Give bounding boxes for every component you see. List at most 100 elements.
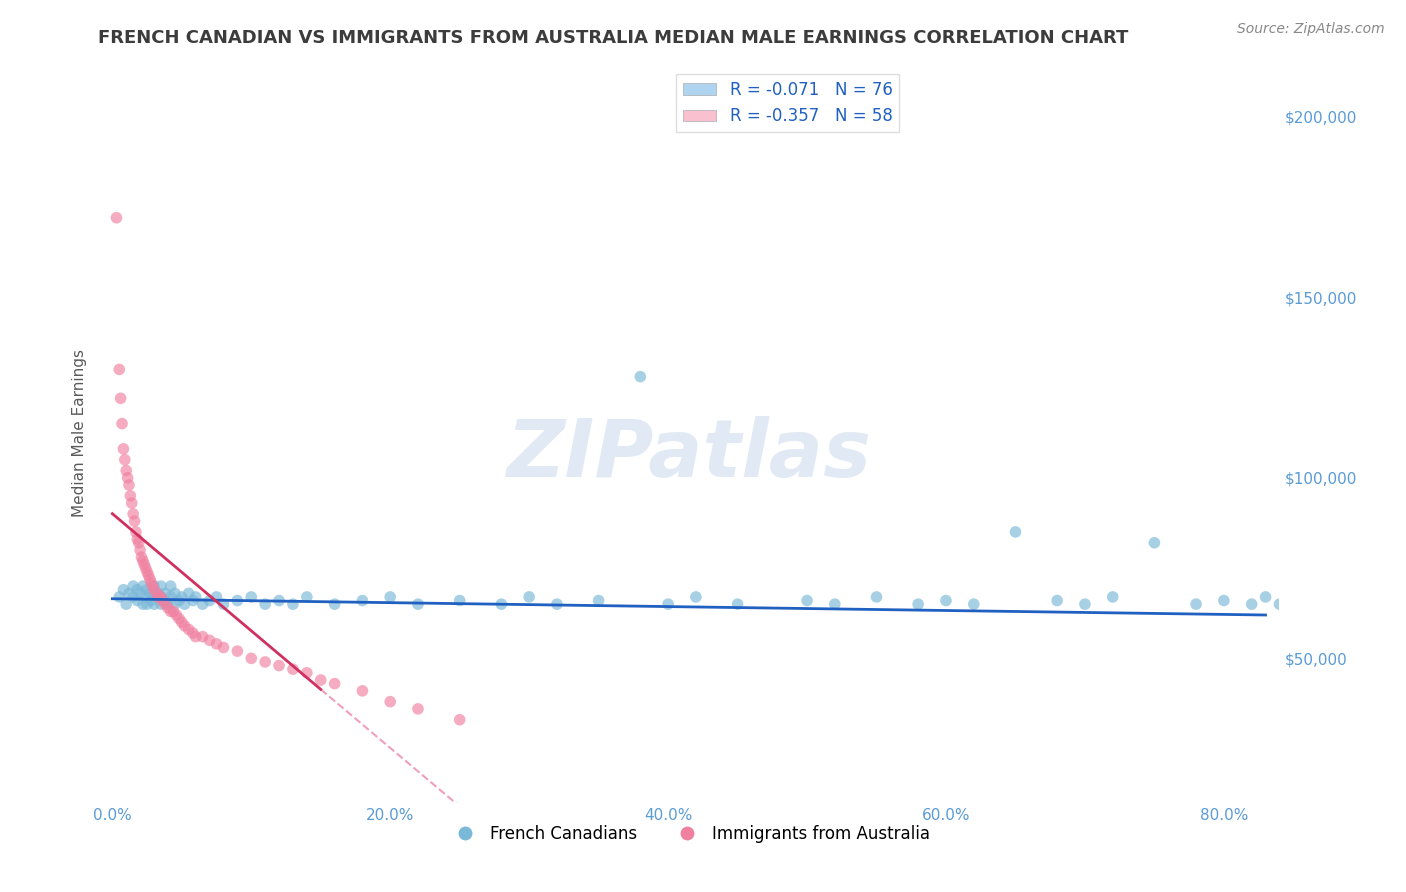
Point — [149, 590, 172, 604]
Point — [124, 514, 146, 528]
Point — [295, 590, 318, 604]
Point — [824, 597, 846, 611]
Point — [132, 597, 155, 611]
Point — [120, 489, 142, 503]
Point — [122, 590, 145, 604]
Point — [159, 604, 181, 618]
Point — [226, 644, 249, 658]
Point — [267, 593, 290, 607]
Point — [1212, 593, 1234, 607]
Point — [143, 579, 166, 593]
Point — [449, 713, 471, 727]
Point — [406, 702, 429, 716]
Point — [205, 637, 228, 651]
Point — [125, 524, 148, 539]
Point — [149, 597, 172, 611]
Point — [352, 593, 374, 607]
Point — [146, 590, 169, 604]
Point — [727, 597, 749, 611]
Point — [142, 579, 165, 593]
Point — [1074, 597, 1097, 611]
Point — [517, 590, 540, 604]
Point — [138, 568, 160, 582]
Point — [114, 452, 136, 467]
Point — [105, 211, 128, 225]
Point — [146, 586, 169, 600]
Point — [132, 579, 155, 593]
Point — [181, 593, 204, 607]
Point — [170, 590, 193, 604]
Point — [170, 615, 193, 630]
Point — [115, 597, 138, 611]
Point — [449, 593, 471, 607]
Point — [141, 575, 163, 590]
Point — [546, 597, 568, 611]
Point — [131, 550, 153, 565]
Point — [212, 640, 235, 655]
Point — [129, 543, 152, 558]
Point — [1143, 535, 1166, 549]
Point — [181, 626, 204, 640]
Point — [135, 561, 157, 575]
Point — [118, 478, 141, 492]
Point — [406, 597, 429, 611]
Point — [205, 590, 228, 604]
Point — [127, 593, 149, 607]
Point — [628, 369, 651, 384]
Point — [115, 464, 138, 478]
Point — [1240, 597, 1263, 611]
Point — [173, 619, 195, 633]
Point — [108, 590, 131, 604]
Point — [963, 597, 986, 611]
Text: FRENCH CANADIAN VS IMMIGRANTS FROM AUSTRALIA MEDIAN MALE EARNINGS CORRELATION CH: FRENCH CANADIAN VS IMMIGRANTS FROM AUSTR… — [98, 29, 1129, 47]
Point — [191, 630, 214, 644]
Point — [198, 633, 221, 648]
Point — [153, 597, 176, 611]
Point — [121, 496, 143, 510]
Point — [110, 392, 132, 406]
Point — [136, 597, 159, 611]
Point — [153, 593, 176, 607]
Point — [1185, 597, 1208, 611]
Y-axis label: Median Male Earnings: Median Male Earnings — [72, 349, 87, 516]
Point — [139, 586, 162, 600]
Point — [146, 586, 169, 600]
Point — [111, 417, 134, 431]
Point — [167, 593, 190, 607]
Point — [240, 651, 263, 665]
Text: Source: ZipAtlas.com: Source: ZipAtlas.com — [1237, 22, 1385, 37]
Point — [184, 630, 207, 644]
Point — [156, 597, 179, 611]
Point — [127, 532, 149, 546]
Point — [198, 593, 221, 607]
Point — [163, 586, 186, 600]
Point — [108, 362, 131, 376]
Point — [153, 586, 176, 600]
Point — [295, 665, 318, 680]
Point — [167, 612, 190, 626]
Point — [132, 554, 155, 568]
Point — [143, 597, 166, 611]
Point — [685, 590, 707, 604]
Point — [143, 582, 166, 597]
Point — [136, 565, 159, 579]
Point — [162, 604, 184, 618]
Point — [226, 593, 249, 607]
Point — [212, 597, 235, 611]
Point — [159, 579, 181, 593]
Point — [491, 597, 513, 611]
Point — [136, 582, 159, 597]
Point — [254, 655, 277, 669]
Point — [173, 597, 195, 611]
Point — [323, 676, 346, 690]
Point — [1101, 590, 1123, 604]
Point — [129, 586, 152, 600]
Point — [122, 507, 145, 521]
Point — [796, 593, 818, 607]
Point — [323, 597, 346, 611]
Point — [150, 593, 173, 607]
Point — [141, 593, 163, 607]
Point — [281, 662, 304, 676]
Point — [156, 600, 179, 615]
Point — [935, 593, 957, 607]
